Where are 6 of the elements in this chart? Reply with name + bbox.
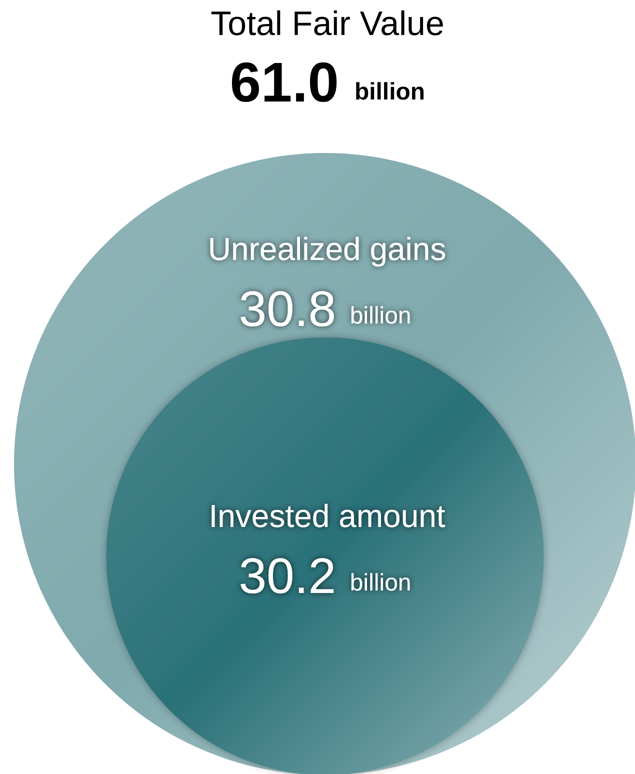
category-label: Unrealized gains xyxy=(208,231,446,267)
text: Total Fair Value xyxy=(210,5,444,43)
category-label: Invested amount xyxy=(208,498,446,534)
text: 61.0 billion xyxy=(230,50,426,114)
data-label: 30.2 billion xyxy=(238,548,412,604)
data-label: 30.8 billion xyxy=(238,281,412,337)
